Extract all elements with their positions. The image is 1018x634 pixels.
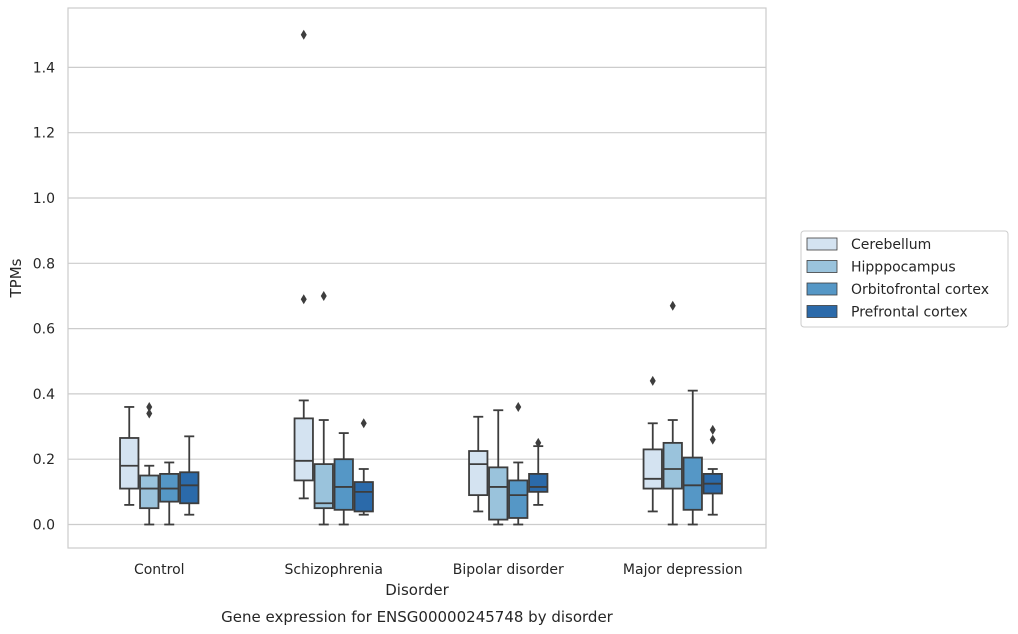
y-tick-label: 0.4 [33, 387, 55, 403]
box-prefrontal-cortex [179, 435, 200, 516]
box-cerebellum [119, 406, 140, 506]
box-prefrontal-cortex [353, 418, 374, 516]
chart-caption: Gene expression for ENSG00000245748 by d… [221, 608, 614, 626]
box-orbitofrontal-cortex [333, 432, 354, 526]
x-axis-ticks: Control Schizophrenia Bipolar disorder Majo… [134, 562, 743, 578]
outlier-point [320, 290, 327, 301]
box-iqr [682, 456, 703, 511]
box-prefrontal-cortex [528, 437, 549, 506]
legend-swatch [806, 282, 838, 296]
y-tick-label: 0.8 [33, 256, 55, 272]
outlier-point [669, 300, 676, 311]
outlier-point [709, 424, 716, 435]
x-tick-label: Control [134, 562, 185, 578]
box-cerebellum [293, 29, 314, 500]
grid-layer [68, 66, 766, 526]
x-tick-label: Major depression [623, 562, 743, 578]
plot-frame [67, 7, 767, 549]
outlier-point [709, 434, 716, 445]
box-iqr [508, 479, 529, 519]
outlier-point [535, 437, 542, 448]
box-cerebellum [642, 375, 663, 513]
outlier-point [146, 401, 153, 412]
box-orbitofrontal-cortex [159, 461, 180, 526]
x-axis-title: Disorder [385, 581, 449, 599]
box-iqr [528, 472, 549, 493]
box-iqr [353, 481, 374, 513]
y-tick-label: 0.6 [33, 322, 55, 338]
outlier-point [515, 401, 522, 412]
outlier-point [146, 408, 153, 419]
box-iqr [293, 417, 314, 482]
legend-swatch [806, 260, 838, 273]
box-iqr [333, 458, 354, 511]
legend-label: Orbitofrontal cortex [851, 282, 989, 298]
box-prefrontal-cortex [702, 424, 723, 516]
outlier-point [300, 294, 307, 305]
box-hipppocampus [488, 409, 509, 526]
y-axis-title: TPMs [7, 258, 25, 298]
legend-label: Hipppocampus [851, 260, 956, 276]
box-hipppocampus [313, 290, 334, 526]
legend-swatch [806, 305, 838, 318]
box-orbitofrontal-cortex [682, 389, 703, 526]
y-tick-label: 1.4 [33, 60, 55, 76]
legend: Cerebellum Hipppocampus Orbitofrontal cort… [800, 230, 1009, 328]
box-iqr [179, 471, 200, 505]
box-iqr [313, 463, 334, 510]
y-tick-label: 0.0 [33, 518, 55, 534]
box-iqr [488, 466, 509, 521]
legend-label: Prefrontal cortex [851, 305, 968, 321]
outlier-point [360, 418, 367, 429]
legend-label: Cerebellum [851, 237, 931, 253]
outlier-point [300, 29, 307, 40]
box-orbitofrontal-cortex [508, 401, 529, 526]
y-tick-label: 1.2 [33, 126, 55, 142]
x-tick-label: Schizophrenia [285, 562, 383, 578]
legend-swatch [806, 237, 838, 251]
box-cerebellum [468, 415, 489, 513]
x-tick-label: Bipolar disorder [453, 562, 564, 578]
box-iqr [119, 437, 140, 490]
y-tick-label: 1.0 [33, 191, 55, 207]
y-axis-ticks: 0.0 0.2 0.4 0.6 0.8 1.0 1.2 1.4 [33, 60, 55, 533]
box-hipppocampus [662, 300, 683, 526]
legend-frame [800, 230, 1009, 328]
box-hipppocampus [139, 401, 160, 526]
outlier-point [649, 375, 656, 386]
box-iqr [662, 441, 683, 490]
box-iqr [139, 474, 160, 510]
box-iqr [468, 450, 489, 497]
box-iqr [642, 448, 663, 490]
box-layer [119, 29, 723, 526]
y-tick-label: 0.2 [33, 452, 55, 468]
